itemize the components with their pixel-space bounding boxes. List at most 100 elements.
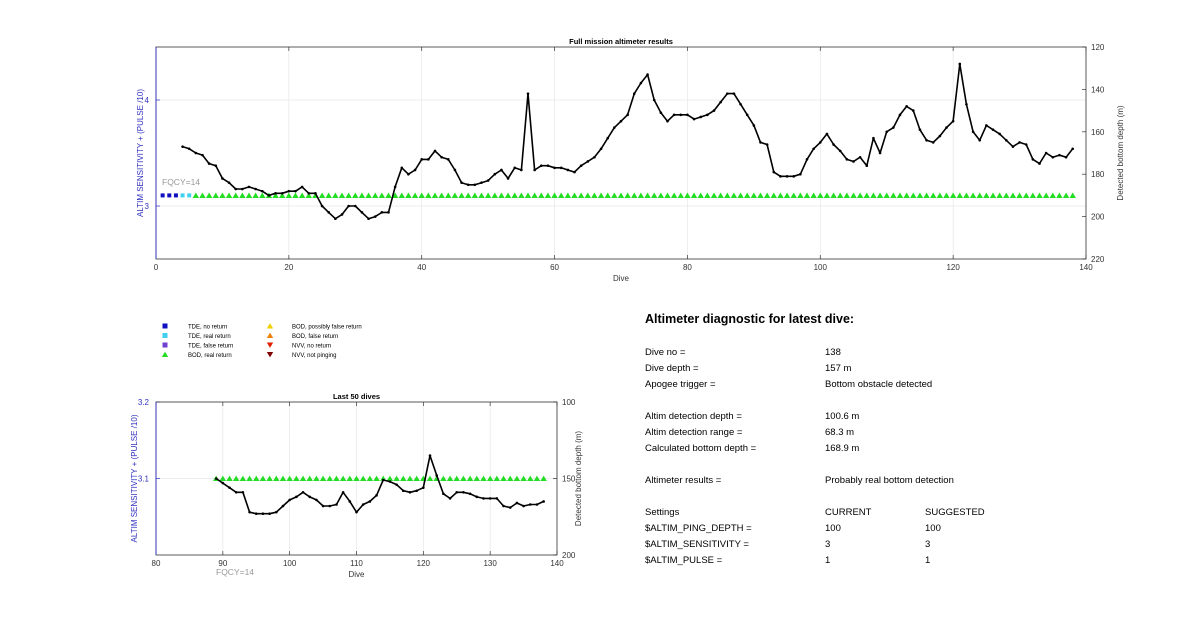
depth-point — [659, 111, 663, 115]
depth-point — [599, 147, 603, 151]
depth-point — [1031, 158, 1035, 161]
settings-marker-triangle — [486, 475, 494, 482]
settings-marker-triangle — [684, 192, 691, 198]
settings-marker-triangle — [465, 192, 472, 198]
depth-point — [440, 155, 443, 159]
settings-marker-triangle — [239, 192, 246, 198]
settings-marker-square — [187, 193, 192, 198]
depth-point — [812, 147, 815, 151]
legend-label: TDE, real return — [188, 334, 231, 340]
results-label: Altimeter results = — [645, 475, 722, 486]
settings-marker-triangle — [451, 192, 459, 198]
depth-point — [832, 143, 835, 146]
depth-point — [500, 168, 503, 172]
legend-marker-triangle — [266, 342, 274, 348]
settings-marker-triangle — [916, 192, 924, 198]
settings-marker-triangle — [219, 192, 226, 198]
settings-marker-triangle — [405, 192, 412, 198]
settings-marker-triangle — [617, 192, 625, 198]
legend-marker-triangle — [266, 323, 274, 329]
settings-marker-triangle — [551, 192, 558, 198]
y-right-tick-label: 200 — [1091, 213, 1105, 222]
settings-marker-triangle — [690, 192, 698, 198]
settings-marker-triangle — [1016, 192, 1023, 198]
depth-point — [261, 512, 265, 515]
settings-marker-triangle — [473, 475, 480, 482]
legend-label: NVV, no return — [292, 344, 331, 350]
depth-point — [619, 119, 623, 123]
depth-point — [221, 177, 224, 180]
settings-marker-triangle — [577, 192, 585, 198]
depth-point — [805, 158, 809, 161]
settings-marker-triangle — [298, 192, 306, 198]
depth-point — [522, 504, 525, 508]
pulse-current: 1 — [825, 555, 831, 566]
settings-marker-triangle — [353, 475, 360, 482]
depth-point — [785, 175, 789, 178]
depth-point — [508, 506, 512, 509]
y-right-tick-label: 200 — [562, 551, 576, 560]
settings-marker-triangle — [498, 192, 505, 198]
depth-point — [254, 512, 258, 515]
depth-point — [918, 128, 922, 131]
chart-title: Last 50 dives — [333, 392, 380, 401]
depth-point — [353, 204, 357, 208]
depth-point — [818, 141, 822, 144]
settings-marker-triangle — [406, 475, 414, 482]
settings-marker-triangle — [817, 192, 824, 198]
suggested-header: SUGGESTED — [925, 507, 985, 518]
settings-marker-triangle — [386, 475, 394, 482]
settings-marker-triangle — [192, 192, 200, 198]
depth-point — [998, 132, 1001, 136]
depth-point — [533, 168, 536, 172]
settings-marker-triangle — [373, 475, 380, 482]
x-tick-label: 80 — [683, 263, 692, 272]
depth-point — [931, 141, 935, 144]
settings-marker-triangle — [253, 475, 260, 482]
settings-marker-triangle — [1042, 192, 1050, 198]
settings-marker-triangle — [717, 192, 724, 198]
settings-marker-triangle — [205, 192, 213, 198]
settings-marker-triangle — [558, 192, 565, 198]
settings-marker-triangle — [313, 475, 320, 482]
depth-point — [482, 497, 485, 500]
y-left-tick-label: 4 — [145, 96, 150, 105]
settings-marker-triangle — [319, 475, 327, 482]
depth-point — [294, 189, 297, 193]
settings-marker-triangle — [460, 475, 467, 482]
depth-point — [528, 503, 532, 506]
settings-marker-triangle — [305, 192, 312, 198]
depth-point — [207, 162, 211, 165]
depth-point — [639, 81, 643, 85]
depth-point — [275, 510, 278, 514]
settings-marker-triangle — [724, 192, 731, 198]
settings-marker-triangle — [923, 192, 930, 198]
dive-no-label: Dive no = — [645, 347, 686, 358]
settings-marker-triangle — [1056, 192, 1063, 198]
pulse-label: $ALTIM_PULSE = — [645, 555, 723, 566]
depth-point — [181, 145, 184, 148]
depth-point — [314, 191, 317, 195]
depth-point — [506, 177, 510, 180]
apogee-label: Apogee trigger = — [645, 379, 716, 390]
settings-marker-triangle — [358, 192, 366, 198]
det-range-value: 68.3 m — [825, 427, 855, 438]
depth-point — [706, 113, 709, 117]
settings-marker-triangle — [491, 192, 498, 198]
legend-label: BOD, false return — [292, 334, 338, 340]
legend-marker-square — [162, 342, 168, 348]
settings-marker-triangle — [279, 192, 286, 198]
depth-point — [281, 504, 285, 508]
depth-point — [885, 130, 889, 134]
settings-marker-triangle — [332, 192, 339, 198]
settings-marker-triangle — [292, 192, 299, 198]
depth-point — [739, 102, 742, 106]
legend-marker-triangle — [266, 351, 274, 358]
x-tick-label: 90 — [218, 559, 227, 568]
depth-point — [334, 217, 337, 221]
x-tick-label: 60 — [550, 263, 559, 272]
depth-point — [573, 170, 576, 174]
depth-point — [579, 164, 583, 168]
settings-marker-triangle — [651, 192, 658, 198]
settings-marker-triangle — [890, 192, 897, 198]
